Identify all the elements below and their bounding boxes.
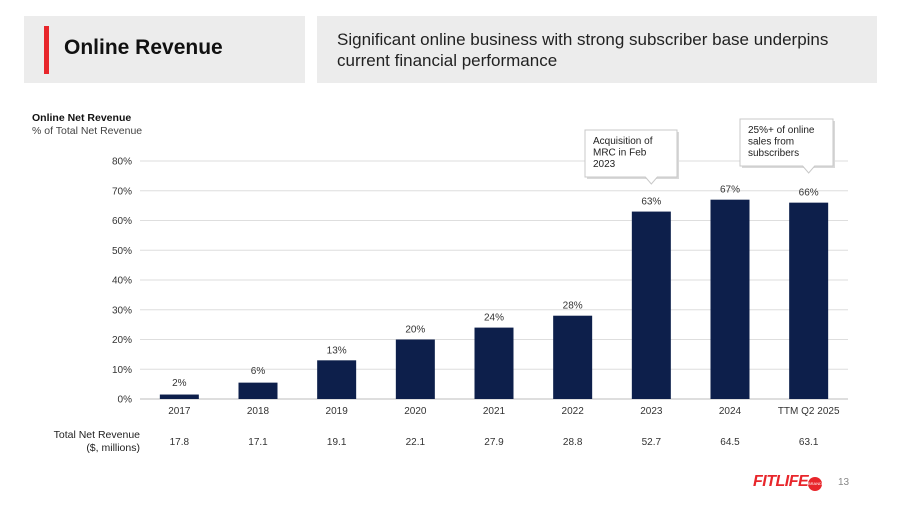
revenue-value: 28.8 (563, 437, 583, 448)
revenue-value: 17.1 (248, 437, 268, 448)
page-subtitle: Significant online business with strong … (337, 30, 829, 70)
chart-subtitle: % of Total Net Revenue (32, 125, 143, 137)
revenue-label-line1: Total Net Revenue (53, 429, 140, 441)
revenue-row-label: Total Net Revenue ($, millions) (30, 429, 140, 455)
revenue-values: 17.8 17.1 19.1 22.1 27.9 28.8 52.7 64.5 63.1 (170, 437, 819, 448)
page-number: 13 (838, 477, 850, 488)
callout-box (739, 118, 834, 174)
company-logo: FITLIFE (753, 473, 809, 490)
x-tick-label: TTM Q2 2025 (778, 406, 840, 417)
revenue-value: 19.1 (327, 437, 347, 448)
data-label: 20% (405, 325, 425, 336)
y-tick-label: 0% (118, 395, 133, 406)
bar (395, 339, 435, 399)
bar (238, 382, 278, 399)
title-accent-bar (44, 26, 49, 74)
data-label: 2% (172, 378, 187, 389)
x-tick-label: 2022 (562, 406, 585, 417)
data-label: 66% (799, 188, 819, 199)
y-tick-label: 70% (112, 186, 132, 197)
callout-text: subscribers (748, 148, 799, 159)
y-tick-label: 10% (112, 365, 132, 376)
x-tick-label: 2023 (640, 406, 663, 417)
revenue-value: 63.1 (799, 437, 819, 448)
data-labels: 2% 6% 13% 20% 24% 28% 63% 67% 66% (172, 185, 819, 389)
data-label: 24% (484, 313, 504, 324)
y-tick-label: 20% (112, 335, 132, 346)
revenue-value: 52.7 (642, 437, 662, 448)
subtitle-panel: Significant online business with strong … (317, 16, 877, 83)
x-tick-label: 2020 (404, 406, 427, 417)
bar (789, 202, 829, 399)
x-tick-label: 2021 (483, 406, 506, 417)
y-tick-label: 80% (112, 157, 132, 168)
callout-text: 25%+ of online (748, 125, 815, 136)
bar (474, 327, 514, 399)
callout-text: sales from (748, 137, 794, 148)
callout-text: Acquisition of (593, 136, 653, 147)
callout-box (584, 129, 678, 185)
revenue-value: 27.9 (484, 437, 504, 448)
y-tick-label: 30% (112, 305, 132, 316)
bar (159, 394, 199, 399)
bar (631, 211, 671, 399)
chart-title: Online Net Revenue (32, 112, 132, 124)
x-tick-label: 2019 (326, 406, 349, 417)
y-tick-label: 50% (112, 246, 132, 257)
bar (710, 199, 750, 399)
page-title: Online Revenue (64, 36, 223, 59)
data-label: 13% (327, 345, 347, 356)
x-axis-ticks: 2017 2018 2019 2020 2021 2022 2023 2024 TTM Q2 2… (168, 406, 840, 417)
chart-bars (159, 199, 829, 399)
x-tick-label: 2024 (719, 406, 742, 417)
data-label: 28% (563, 301, 583, 312)
callout-text: MRC in Feb (593, 148, 647, 159)
revenue-value: 22.1 (406, 437, 426, 448)
y-tick-label: 40% (112, 276, 132, 287)
x-tick-label: 2017 (168, 406, 191, 417)
chart-header: Online Net Revenue % of Total Net Revenu… (32, 112, 142, 138)
revenue-value: 17.8 (170, 437, 190, 448)
data-label: 67% (720, 185, 740, 196)
title-panel: Online Revenue (24, 16, 305, 83)
revenue-value: 64.5 (720, 437, 740, 448)
y-tick-label: 60% (112, 216, 132, 227)
bar (553, 315, 593, 399)
bar (317, 360, 357, 399)
revenue-label-line2: ($, millions) (86, 442, 140, 454)
x-tick-label: 2018 (247, 406, 270, 417)
y-axis-ticks: 0% 10% 20% 30% 40% 50% 60% 70% 80% (112, 157, 132, 406)
logo-badge: BRANDS (808, 477, 825, 491)
data-label: 63% (641, 197, 661, 208)
data-label: 6% (251, 366, 266, 377)
callout-text: 2023 (593, 159, 616, 170)
